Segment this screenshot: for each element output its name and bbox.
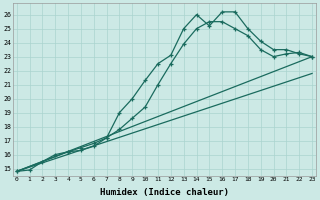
X-axis label: Humidex (Indice chaleur): Humidex (Indice chaleur) [100, 188, 229, 197]
